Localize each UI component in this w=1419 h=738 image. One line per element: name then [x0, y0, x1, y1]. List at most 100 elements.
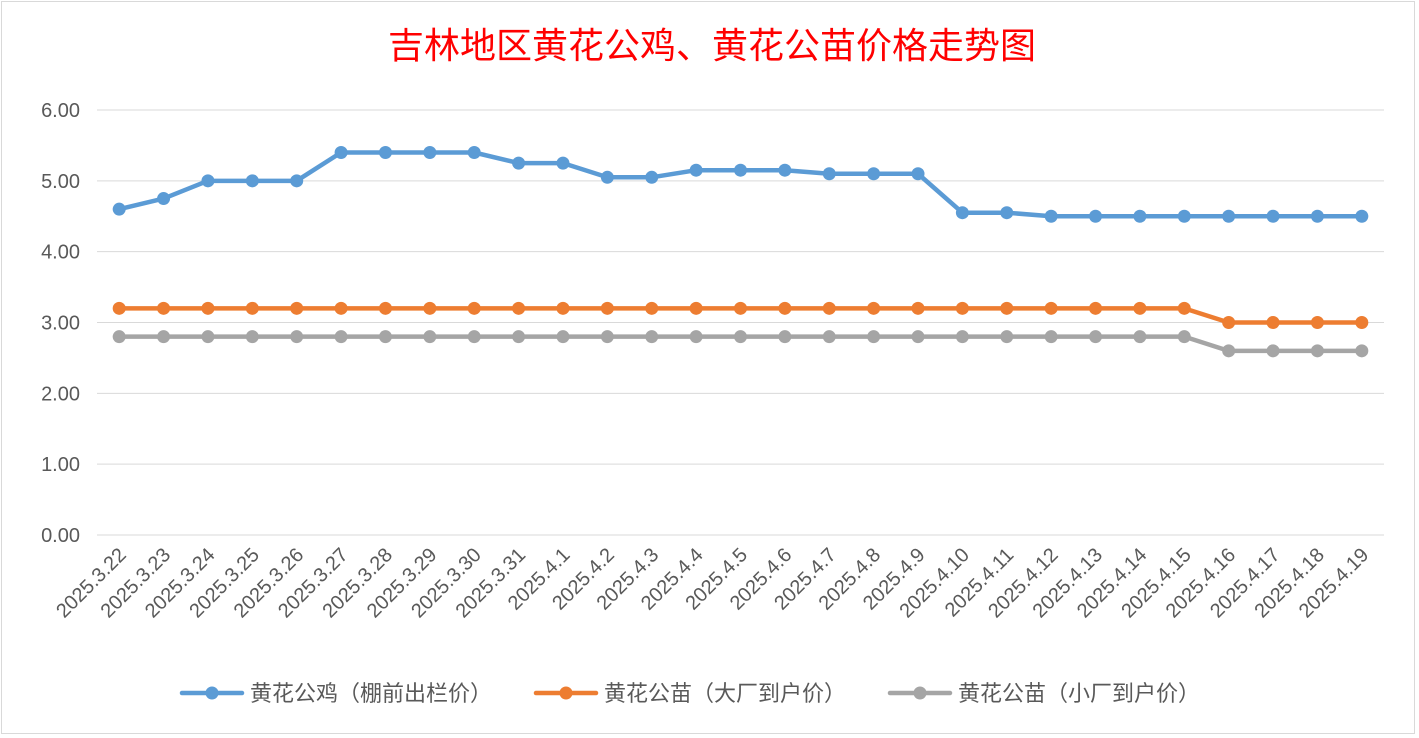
- data-point: [1000, 301, 1014, 315]
- data-point: [157, 330, 171, 344]
- data-point: [1355, 209, 1369, 223]
- data-point: [512, 301, 526, 315]
- series-2: [112, 301, 1369, 329]
- data-point: [1133, 330, 1147, 344]
- data-point: [600, 170, 614, 184]
- data-point: [778, 163, 792, 177]
- series-line: [116, 150, 1365, 219]
- data-point: [1000, 206, 1014, 220]
- data-point: [467, 146, 481, 159]
- data-point: [1177, 209, 1191, 223]
- data-point: [556, 156, 570, 170]
- data-point: [645, 301, 659, 315]
- legend-marker: [205, 686, 219, 700]
- y-tick-label: 4.00: [41, 242, 80, 264]
- data-point: [1266, 344, 1280, 358]
- series-group: [112, 146, 1369, 358]
- data-point: [734, 301, 747, 315]
- y-tick-label: 2.00: [41, 383, 80, 405]
- data-point: [1355, 316, 1369, 329]
- data-point: [512, 330, 526, 344]
- data-point: [290, 174, 304, 188]
- data-point: [334, 330, 348, 344]
- data-point: [600, 330, 614, 344]
- x-axis-ticks: 2025.3.222025.3.232025.3.242025.3.252025…: [52, 544, 1373, 622]
- data-point: [1310, 316, 1324, 329]
- legend-item-2: 黄花公苗（大厂到户价）: [533, 682, 846, 707]
- data-point: [955, 330, 969, 344]
- data-point: [1044, 301, 1058, 315]
- data-point: [378, 330, 392, 344]
- data-point: [867, 330, 881, 344]
- data-point: [1044, 330, 1058, 344]
- data-point: [645, 170, 659, 184]
- gridlines: [97, 109, 1384, 536]
- data-point: [423, 330, 437, 344]
- data-point: [334, 301, 348, 315]
- data-point: [1355, 344, 1369, 358]
- series-3: [112, 330, 1369, 358]
- data-point: [689, 163, 703, 177]
- data-point: [822, 330, 836, 344]
- y-axis-ticks: 0.00 1.00 2.00 3.00 4.00 5.00 6.00: [41, 100, 80, 547]
- data-point: [512, 156, 526, 170]
- data-point: [1266, 316, 1280, 329]
- data-point: [911, 330, 925, 344]
- data-point: [1177, 330, 1191, 344]
- data-point: [1089, 209, 1103, 223]
- legend: 黄花公鸡（棚前出栏价） 黄花公苗（大厂到户价） 黄花公苗（小厂到户价）: [179, 682, 1200, 707]
- data-point: [1044, 209, 1058, 223]
- data-point: [334, 146, 348, 159]
- legend-marker: [913, 686, 927, 700]
- y-tick-label: 6.00: [41, 100, 80, 122]
- y-tick-label: 5.00: [41, 171, 80, 193]
- data-point: [245, 174, 259, 188]
- data-point: [556, 301, 570, 315]
- data-point: [689, 301, 703, 315]
- data-point: [1089, 301, 1103, 315]
- data-point: [1089, 330, 1103, 344]
- data-point: [867, 301, 881, 315]
- data-point: [911, 167, 925, 181]
- data-point: [689, 330, 703, 344]
- data-point: [1310, 209, 1324, 223]
- data-point: [600, 301, 614, 315]
- data-point: [1177, 301, 1191, 315]
- data-point: [112, 202, 126, 216]
- data-point: [955, 206, 969, 220]
- data-point: [290, 301, 304, 315]
- data-point: [1266, 209, 1280, 223]
- data-point: [867, 167, 881, 181]
- legend-label: 黄花公苗（小厂到户价）: [958, 682, 1200, 707]
- data-point: [378, 146, 392, 159]
- data-point: [645, 330, 659, 344]
- data-point: [1133, 301, 1147, 315]
- legend-label: 黄花公鸡（棚前出栏价）: [250, 682, 492, 707]
- data-point: [467, 330, 481, 344]
- data-point: [911, 301, 925, 315]
- data-point: [556, 330, 570, 344]
- data-point: [157, 301, 171, 315]
- data-point: [201, 174, 215, 188]
- data-point: [955, 301, 969, 315]
- y-tick-label: 3.00: [41, 313, 80, 335]
- data-point: [778, 301, 792, 315]
- data-point: [423, 146, 437, 159]
- data-point: [734, 163, 747, 177]
- chart-title: 吉林地区黄花公鸡、黄花公苗价格走势图: [388, 26, 1036, 67]
- data-point: [112, 330, 126, 344]
- data-point: [822, 167, 836, 181]
- data-point: [822, 301, 836, 315]
- data-point: [1000, 330, 1014, 344]
- legend-item-3: 黄花公苗（小厂到户价）: [887, 682, 1200, 707]
- data-point: [1222, 344, 1236, 358]
- data-point: [423, 301, 437, 315]
- data-point: [1222, 209, 1236, 223]
- data-point: [778, 330, 792, 344]
- y-tick-label: 0.00: [41, 525, 80, 547]
- data-point: [112, 301, 126, 315]
- y-tick-label: 1.00: [41, 454, 80, 476]
- data-point: [1222, 316, 1236, 329]
- legend-label: 黄花公苗（大厂到户价）: [604, 682, 846, 707]
